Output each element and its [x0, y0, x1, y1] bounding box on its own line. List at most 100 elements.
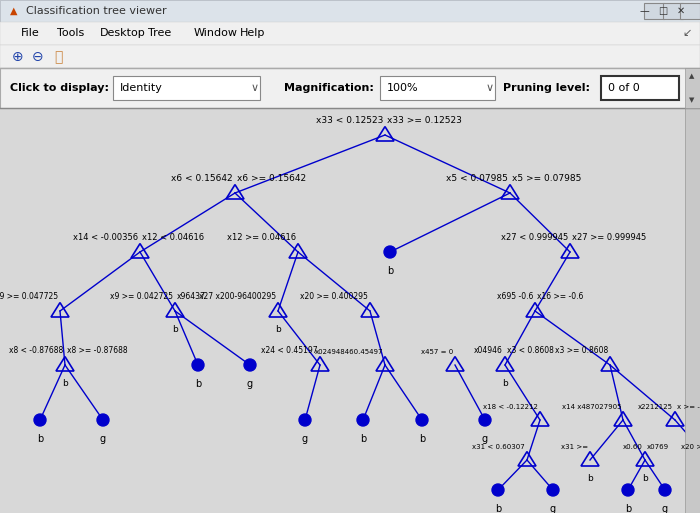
- Text: b: b: [502, 379, 508, 388]
- Text: b: b: [495, 504, 501, 513]
- Text: x6 < 0.15642: x6 < 0.15642: [172, 174, 233, 183]
- Text: ▲: ▲: [690, 73, 694, 79]
- Circle shape: [622, 484, 634, 496]
- FancyBboxPatch shape: [113, 76, 260, 100]
- Text: b: b: [172, 325, 178, 334]
- Text: x96437: x96437: [177, 292, 206, 301]
- Text: g: g: [247, 379, 253, 389]
- Text: b: b: [625, 504, 631, 513]
- Text: ∨: ∨: [486, 83, 494, 93]
- Circle shape: [192, 359, 204, 371]
- Text: x0.60: x0.60: [623, 444, 643, 450]
- Text: b: b: [275, 325, 281, 334]
- Text: Tools: Tools: [57, 28, 85, 38]
- Text: b: b: [195, 379, 201, 389]
- Text: ✕: ✕: [677, 6, 685, 16]
- Text: ▲: ▲: [10, 6, 18, 16]
- Text: x18 < -0.12212: x18 < -0.12212: [483, 404, 538, 410]
- Text: x5 < 0.07985: x5 < 0.07985: [446, 174, 508, 183]
- Text: x04946: x04946: [474, 346, 503, 355]
- Text: x0769: x0769: [647, 444, 669, 450]
- Text: Help: Help: [240, 28, 265, 38]
- Circle shape: [299, 414, 311, 426]
- Text: g: g: [482, 434, 488, 444]
- Text: b: b: [62, 379, 68, 388]
- FancyBboxPatch shape: [0, 108, 685, 513]
- Text: g: g: [302, 434, 308, 444]
- Text: x8 >= -0.87688: x8 >= -0.87688: [67, 346, 127, 355]
- Text: ↙: ↙: [682, 28, 692, 38]
- FancyBboxPatch shape: [644, 3, 664, 19]
- Text: x27 < 0.999945: x27 < 0.999945: [500, 233, 568, 242]
- Text: Pruning level:: Pruning level:: [503, 83, 590, 93]
- Text: x12 < 0.04616: x12 < 0.04616: [142, 233, 204, 242]
- Circle shape: [479, 414, 491, 426]
- Circle shape: [244, 359, 256, 371]
- Circle shape: [97, 414, 109, 426]
- Text: x8 < -0.87688: x8 < -0.87688: [8, 346, 63, 355]
- Text: b: b: [37, 434, 43, 444]
- Text: Window: Window: [194, 28, 238, 38]
- Text: —: —: [639, 6, 649, 16]
- Text: Classification tree viewer: Classification tree viewer: [26, 6, 167, 16]
- Circle shape: [357, 414, 369, 426]
- Circle shape: [34, 414, 46, 426]
- Text: g: g: [550, 504, 556, 513]
- Text: Magnification:: Magnification:: [284, 83, 374, 93]
- FancyBboxPatch shape: [0, 45, 700, 68]
- Text: x33 < 0.12523: x33 < 0.12523: [316, 116, 383, 125]
- Text: b: b: [360, 434, 366, 444]
- Text: x27 x200-96400295: x27 x200-96400295: [199, 292, 276, 301]
- Text: x >= -0.7: x >= -0.7: [677, 404, 700, 410]
- Text: b: b: [642, 474, 648, 483]
- Text: x9 >= 0.042725: x9 >= 0.042725: [110, 292, 173, 301]
- Circle shape: [547, 484, 559, 496]
- Text: x12 >= 0.04616: x12 >= 0.04616: [227, 233, 296, 242]
- FancyBboxPatch shape: [380, 76, 495, 100]
- Text: File: File: [21, 28, 40, 38]
- Circle shape: [384, 246, 396, 258]
- Text: g: g: [662, 504, 668, 513]
- Text: x27 >= 0.999945: x27 >= 0.999945: [572, 233, 646, 242]
- Text: ▼: ▼: [690, 97, 694, 103]
- Text: b: b: [387, 266, 393, 276]
- Text: □: □: [659, 6, 668, 16]
- Text: x9 >= 0.047725: x9 >= 0.047725: [0, 292, 58, 301]
- FancyBboxPatch shape: [0, 0, 700, 22]
- Text: x14 x487027905: x14 x487027905: [561, 404, 621, 410]
- FancyBboxPatch shape: [663, 3, 683, 19]
- Text: x33 >= 0.12523: x33 >= 0.12523: [387, 116, 462, 125]
- Text: x5 >= 0.07985: x5 >= 0.07985: [512, 174, 582, 183]
- Text: b: b: [419, 434, 425, 444]
- Text: x24 < 0.45197: x24 < 0.45197: [261, 346, 318, 355]
- Text: x695 -0.6: x695 -0.6: [496, 292, 533, 301]
- Text: x024948460.45497: x024948460.45497: [314, 349, 383, 355]
- Text: x16 >= -0.6: x16 >= -0.6: [537, 292, 583, 301]
- Text: x3 < 0.8608: x3 < 0.8608: [507, 346, 554, 355]
- FancyBboxPatch shape: [685, 108, 700, 513]
- Text: x20 >=: x20 >=: [681, 444, 700, 450]
- Text: x457 = 0: x457 = 0: [421, 349, 453, 355]
- Text: ⊖: ⊖: [32, 50, 44, 64]
- Text: ✋: ✋: [54, 50, 62, 64]
- FancyBboxPatch shape: [0, 22, 700, 45]
- FancyBboxPatch shape: [0, 68, 700, 108]
- Text: b: b: [587, 474, 593, 483]
- Text: x20 >= 0.400295: x20 >= 0.400295: [300, 292, 368, 301]
- Text: g: g: [100, 434, 106, 444]
- Text: Identity: Identity: [120, 83, 163, 93]
- Text: Tree: Tree: [148, 28, 172, 38]
- Text: x31 >=: x31 >=: [561, 444, 588, 450]
- Text: ∨: ∨: [251, 83, 259, 93]
- Text: x3 >= 0.8608: x3 >= 0.8608: [554, 346, 608, 355]
- Text: Click to display:: Click to display:: [10, 83, 109, 93]
- Text: Desktop: Desktop: [100, 28, 146, 38]
- Text: x14 < -0.00356: x14 < -0.00356: [73, 233, 138, 242]
- Text: x31 < 0.60307: x31 < 0.60307: [473, 444, 525, 450]
- Text: x6 >= 0.15642: x6 >= 0.15642: [237, 174, 306, 183]
- Circle shape: [659, 484, 671, 496]
- FancyBboxPatch shape: [680, 3, 700, 19]
- FancyBboxPatch shape: [601, 76, 679, 100]
- FancyBboxPatch shape: [685, 68, 700, 108]
- Text: ⊕: ⊕: [12, 50, 24, 64]
